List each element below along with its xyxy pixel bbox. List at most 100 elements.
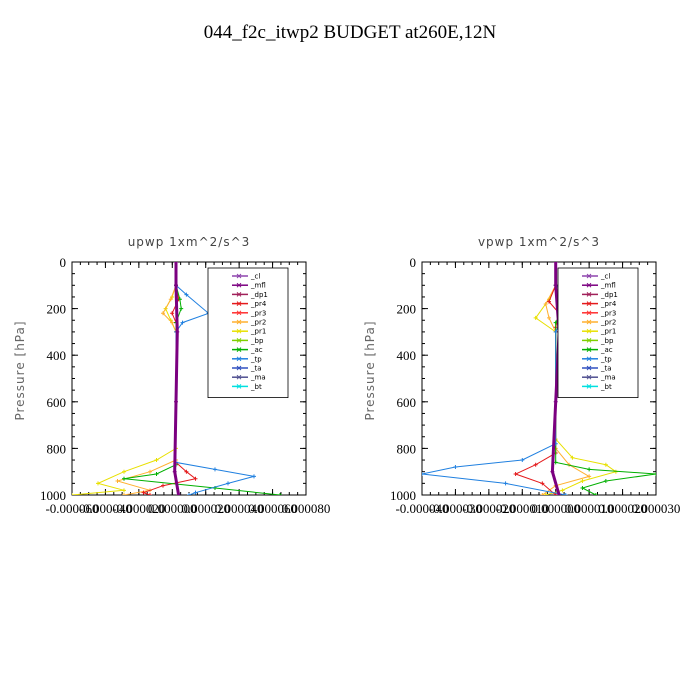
series-point — [122, 476, 126, 481]
series-point — [520, 458, 525, 463]
legend-label: _bt — [250, 383, 262, 391]
series-point — [96, 481, 100, 486]
series-point — [175, 329, 180, 334]
figure-title: 044_f2c_itwp2 BUDGET at260E,12N — [203, 22, 497, 43]
x-tick-label: 0.000000 — [148, 501, 197, 516]
legend-label: _tp — [250, 355, 262, 363]
series-point — [533, 315, 538, 320]
series-point — [540, 493, 545, 495]
legend-marker — [236, 328, 242, 334]
series-point — [154, 472, 159, 477]
series-point — [550, 469, 555, 474]
series-point — [154, 458, 159, 463]
legend-marker — [586, 347, 592, 352]
series-point — [547, 299, 552, 304]
series-point — [252, 474, 256, 479]
legend-label: _pr4 — [250, 300, 267, 308]
y-tick-label: 1000 — [40, 488, 66, 503]
legend-marker — [586, 338, 592, 343]
legend-marker — [586, 282, 592, 288]
series-point — [654, 472, 656, 477]
series-point — [557, 493, 562, 495]
series-point — [122, 488, 126, 493]
legend-label: _ta — [600, 365, 612, 373]
x-tick-label: 0.000000 — [531, 501, 580, 516]
y-tick-label: 1000 — [390, 488, 416, 503]
legend-marker — [586, 384, 592, 389]
legend-marker — [236, 356, 242, 362]
series-point — [422, 472, 424, 477]
legend-marker — [236, 365, 242, 371]
y-tick-label: 800 — [397, 441, 417, 456]
series-point — [213, 467, 217, 472]
series-point — [174, 262, 178, 264]
legend-label: _ta — [250, 365, 262, 373]
legend-label: _bt — [600, 383, 612, 391]
series-point — [543, 493, 548, 495]
series-point — [161, 483, 165, 488]
legend-marker — [586, 319, 592, 325]
legend-label: _pr3 — [600, 309, 616, 317]
series-point — [553, 399, 558, 404]
series-point — [141, 490, 146, 495]
series-point — [587, 467, 592, 472]
series-point — [593, 493, 598, 495]
legend-marker — [586, 273, 592, 279]
series-point — [543, 301, 548, 306]
series-point — [72, 493, 74, 495]
series-point — [170, 311, 175, 316]
series-point — [553, 460, 558, 465]
legend-label: _mfl — [250, 282, 266, 290]
series-line-mfl — [173, 262, 181, 495]
series-point — [553, 329, 558, 334]
series-point — [172, 469, 177, 474]
chart-panel-2: vpwp 1xm^2/s^3 Pressure [hPa] 0 200 400 600 80… — [363, 235, 680, 516]
series-point — [184, 292, 189, 297]
legend-label: _cl — [600, 273, 610, 281]
series-group — [72, 262, 282, 495]
legend-label: _pr2 — [250, 319, 266, 327]
legend-label: _pr3 — [250, 309, 266, 317]
legend-label: _pr4 — [600, 300, 617, 308]
series-point — [180, 320, 185, 325]
x-tick-label: 0.000030 — [632, 501, 681, 516]
legend-label: _pr1 — [250, 328, 266, 336]
legend-marker — [236, 374, 242, 380]
x-tick-label: 0.000040 — [215, 501, 264, 516]
legend-marker — [236, 292, 242, 297]
series-point — [603, 462, 608, 467]
series-point — [503, 481, 508, 486]
series-point — [587, 474, 592, 479]
x-tick-label: -0.000040 — [79, 501, 132, 516]
legend-label: _dp1 — [600, 291, 618, 299]
y-tick-label: 0 — [60, 255, 67, 270]
legend-label: _pr1 — [600, 328, 616, 336]
legend-label: _dp1 — [250, 291, 268, 299]
series-point — [122, 469, 126, 474]
legend-label: _bp — [600, 337, 614, 345]
y-tick-label: 600 — [397, 395, 417, 410]
legend-marker — [586, 374, 592, 380]
legend-label: _pr2 — [600, 319, 616, 327]
series-line-pr1 — [72, 285, 177, 495]
legend-marker — [236, 338, 242, 343]
x-tick-label: 0.000060 — [248, 501, 297, 516]
y-axis-label: Pressure [hPa] — [363, 320, 377, 420]
series-point — [513, 472, 518, 477]
legend-marker — [586, 310, 592, 316]
legend-label: _ac — [250, 346, 263, 354]
series-point — [553, 262, 558, 264]
y-tick-label: 200 — [47, 302, 67, 317]
x-tick-label: -0.000020 — [112, 501, 165, 516]
legend-marker — [236, 319, 242, 325]
legend-marker — [586, 356, 592, 362]
legend-marker — [586, 292, 592, 297]
y-tick-label: 200 — [397, 302, 417, 317]
x-tick-label: 0.000080 — [282, 501, 331, 516]
chart-panel-1: upwp 1xm^2/s^3 Pressure [hPa] 0 200 400 600 80… — [13, 235, 330, 516]
y-tick-label: 400 — [47, 348, 67, 363]
x-tick-label: 0.000020 — [181, 501, 230, 516]
series-point — [533, 462, 538, 467]
legend-label: _bp — [250, 337, 264, 345]
